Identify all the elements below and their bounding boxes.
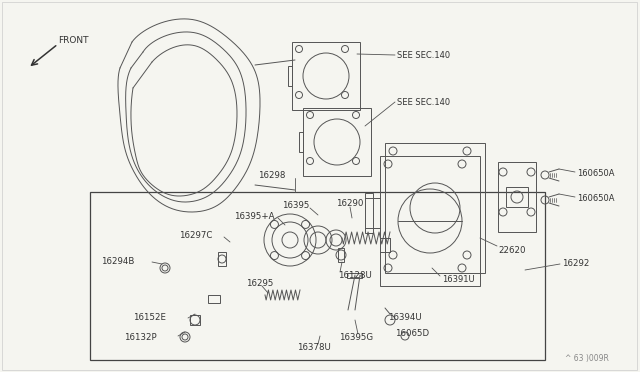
Text: 16292: 16292 [562,259,589,267]
Bar [288,66,292,86]
Text: 16391U: 16391U [442,276,475,285]
Bar [218,252,226,266]
Text: 16290: 16290 [336,199,364,208]
Bar [347,273,362,278]
Text: 16394U: 16394U [388,314,422,323]
Text: ^ 63 )009R: ^ 63 )009R [565,353,609,362]
Text: 16128U: 16128U [338,270,372,279]
Text: 16395G: 16395G [339,334,373,343]
Bar [365,193,373,233]
Bar [506,187,528,207]
Bar [498,162,536,232]
Bar [292,42,360,110]
Text: 16295: 16295 [246,279,274,288]
Bar [90,192,545,360]
Bar [338,248,344,262]
Text: SEE SEC.140: SEE SEC.140 [397,97,450,106]
Text: 160650A: 160650A [577,193,614,202]
Text: 160650A: 160650A [577,169,614,177]
Text: 16298: 16298 [259,170,285,180]
Text: 16294B: 16294B [101,257,134,266]
Bar [303,108,371,176]
Text: 16065D: 16065D [395,330,429,339]
Text: SEE SEC.140: SEE SEC.140 [397,51,450,60]
Text: 16152E: 16152E [134,314,166,323]
Bar [385,143,485,273]
Text: 16378U: 16378U [297,343,331,353]
Text: 16297C: 16297C [179,231,212,240]
Bar [190,315,200,325]
Text: 16395: 16395 [282,201,310,209]
Text: 16132P: 16132P [124,333,156,341]
Text: 16395+A: 16395+A [234,212,275,221]
Text: 22620: 22620 [498,246,525,254]
Bar [299,132,303,152]
Bar [380,156,480,286]
Text: FRONT: FRONT [58,35,88,45]
Bar [208,295,220,303]
